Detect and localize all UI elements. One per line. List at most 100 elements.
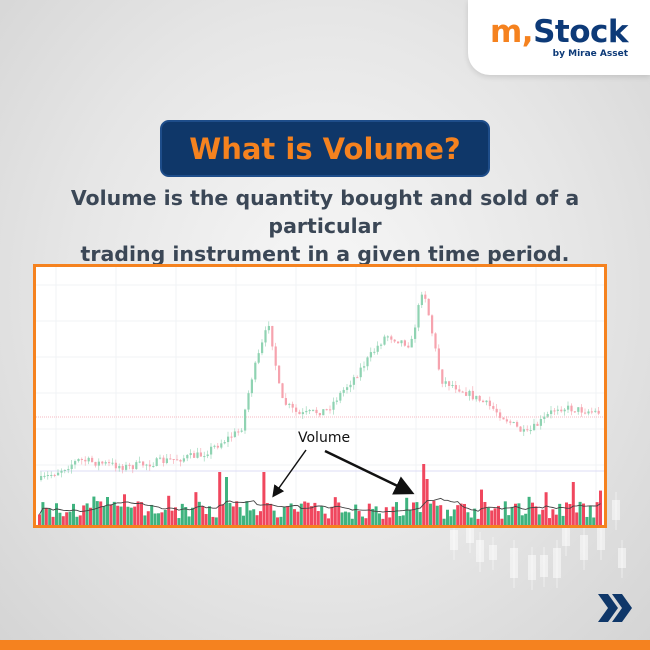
candle — [142, 461, 145, 466]
volume-bar — [507, 515, 511, 525]
volume-bar — [435, 505, 439, 525]
volume-bar — [442, 518, 446, 525]
volume-bar — [269, 503, 273, 525]
bg-candle — [540, 555, 548, 577]
volume-bar — [299, 503, 303, 525]
candle — [104, 462, 107, 464]
candle — [478, 395, 481, 401]
candle — [393, 339, 396, 342]
volume-bar — [391, 506, 395, 525]
volume-bar — [347, 512, 351, 525]
candle — [257, 353, 260, 363]
volume-bar — [177, 518, 181, 525]
volume-bar — [187, 516, 191, 525]
volume-bar — [381, 518, 385, 525]
candle — [138, 461, 141, 463]
volume-bar — [320, 506, 324, 525]
volume-bar — [323, 513, 327, 525]
volume-bar — [551, 509, 555, 525]
candle — [366, 357, 369, 367]
candle — [193, 453, 196, 458]
candle — [522, 429, 525, 432]
volume-bar — [92, 496, 96, 525]
volume-bar — [449, 516, 453, 525]
volume-bar — [350, 518, 354, 525]
candle — [152, 466, 155, 468]
candle — [590, 411, 593, 413]
volume-bar — [558, 503, 562, 525]
candle — [213, 445, 216, 447]
candle — [356, 377, 359, 379]
candle — [471, 390, 474, 400]
candle — [546, 414, 549, 417]
volume-bar — [255, 515, 259, 525]
volume-bar — [490, 510, 494, 525]
candle — [240, 430, 243, 432]
candle — [539, 419, 542, 426]
candle — [512, 422, 515, 424]
candle — [118, 465, 121, 469]
candle — [482, 400, 485, 403]
bg-candle — [466, 525, 474, 543]
volume-bar — [289, 503, 293, 525]
volume-bar — [429, 503, 432, 525]
candle — [305, 410, 308, 413]
candle — [281, 383, 284, 399]
candle — [84, 459, 87, 462]
volume-bar — [231, 506, 235, 525]
candle — [594, 410, 597, 412]
volume-bar — [306, 502, 310, 525]
candle — [189, 453, 192, 456]
candle — [414, 327, 417, 339]
double-chevron-right-icon[interactable] — [596, 592, 634, 624]
volume-bar — [191, 507, 194, 525]
candle — [427, 298, 430, 316]
bg-candle — [597, 510, 605, 550]
volume-bar — [286, 506, 290, 525]
candle — [485, 400, 488, 403]
candle — [458, 389, 461, 392]
volume-bar — [61, 516, 65, 525]
volume-bar — [439, 505, 443, 525]
volume-bar — [48, 508, 52, 525]
candle — [254, 362, 257, 380]
volume-bar — [527, 496, 531, 525]
volume-bar — [174, 507, 177, 525]
volume-bar — [99, 501, 103, 525]
volume-bar — [65, 512, 69, 525]
candle — [74, 461, 77, 465]
candle — [148, 464, 151, 467]
candle — [67, 469, 70, 471]
volume-bar — [279, 516, 283, 525]
volume-bar — [412, 502, 415, 525]
candle — [312, 409, 315, 411]
candle — [216, 445, 219, 448]
volume-bar — [221, 504, 225, 525]
volume-bar — [364, 518, 368, 525]
candle — [346, 387, 349, 390]
volume-bar — [157, 513, 160, 525]
volume-bar — [167, 495, 171, 525]
bg-candle — [510, 548, 518, 578]
volume-bar — [340, 512, 344, 525]
volume-bar — [361, 516, 364, 525]
candle — [77, 458, 80, 462]
volume-bar — [119, 506, 123, 525]
candle — [111, 462, 114, 464]
volume-bar — [395, 502, 398, 525]
volume-bar — [497, 505, 500, 525]
volume-annotation: Volume — [298, 430, 351, 446]
candle — [291, 403, 294, 408]
volume-bar — [541, 509, 545, 525]
candle — [40, 476, 43, 480]
candle — [567, 405, 570, 410]
candle — [397, 341, 400, 344]
candle — [533, 423, 536, 431]
candle — [424, 294, 427, 299]
bg-candle — [476, 540, 484, 562]
volume-bar — [500, 518, 504, 525]
candle — [145, 464, 148, 466]
volume-bar — [133, 506, 137, 525]
volume-bar — [303, 501, 307, 525]
candle — [298, 411, 301, 415]
